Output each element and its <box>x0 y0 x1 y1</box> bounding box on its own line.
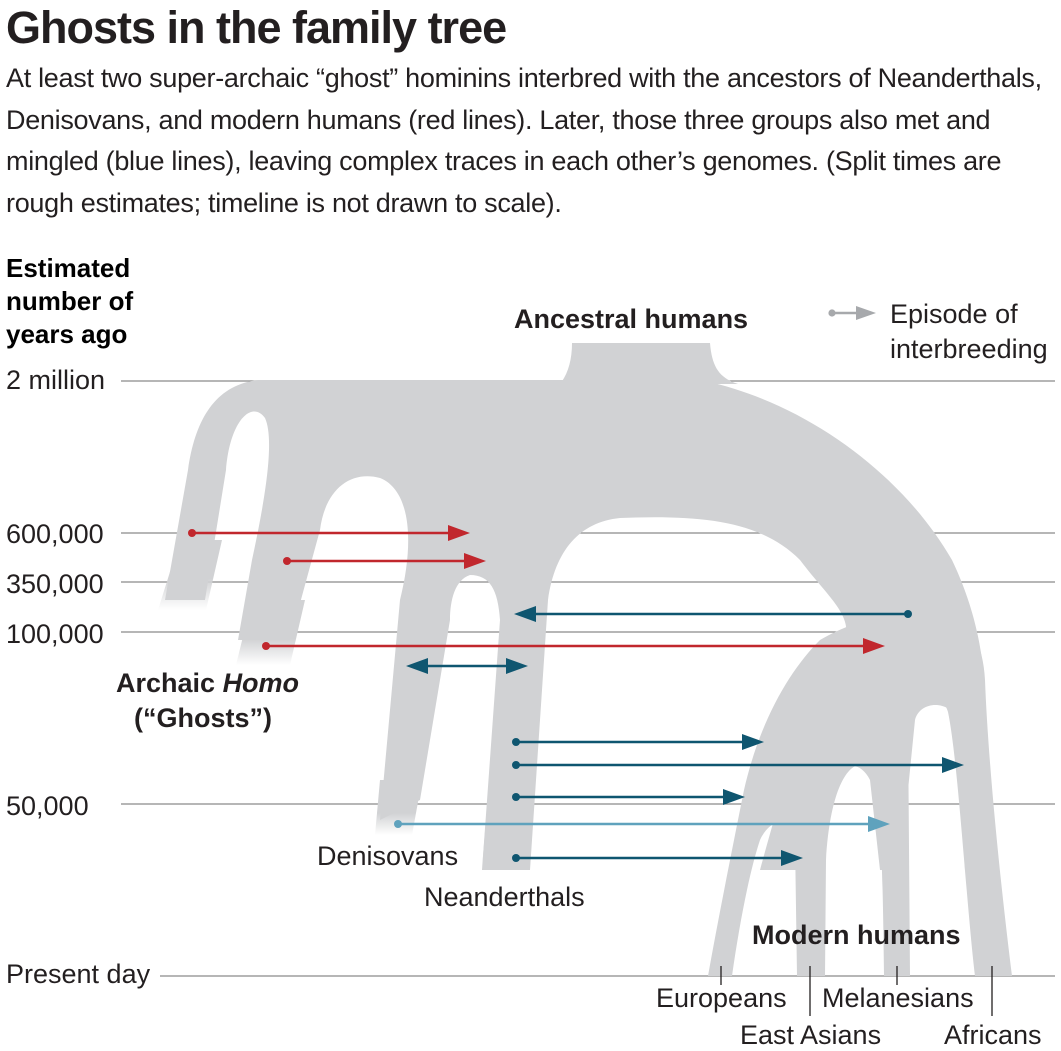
legend-label-line-2: interbreeding <box>890 334 1048 364</box>
population-leader-lines <box>720 966 993 1016</box>
arrow-ghost-to-modern <box>262 638 885 654</box>
tree-stem <box>560 343 738 384</box>
tick-label-present-day: Present day <box>6 959 151 989</box>
tick-label-350000: 350,000 <box>6 569 104 599</box>
tick-labels: 2 million 600,000 350,000 100,000 50,000… <box>6 365 151 989</box>
label-homo-word: Homo <box>223 668 300 698</box>
page-title: Ghosts in the family tree <box>6 2 507 53</box>
tick-label-50000: 50,000 <box>6 791 89 821</box>
legend-label-line-1: Episode of <box>890 299 1018 329</box>
label-melanesians: Melanesians <box>822 983 974 1013</box>
modern-human-lineage <box>708 598 1012 976</box>
arrow-ghost-to-ancestral-600k <box>188 525 470 541</box>
interbreeding-arrows <box>188 525 964 866</box>
tick-label-2-million: 2 million <box>6 365 105 395</box>
legend: Episode of interbreeding <box>828 299 1048 364</box>
arrow-neanderthal-to-africans <box>512 757 964 773</box>
page-subtitle: At least two super-archaic “ghost” homin… <box>6 63 1042 218</box>
ghost-lineage-left-fade <box>158 540 222 610</box>
tree-canopy <box>165 380 990 870</box>
label-modern-humans: Modern humans <box>752 920 961 950</box>
label-europeans: Europeans <box>656 983 787 1013</box>
arrow-neanderthal-to-east-asians <box>512 850 803 866</box>
neanderthal-branch <box>482 820 530 868</box>
label-archaic-homo: Archaic Homo <box>116 668 299 698</box>
label-ghosts: (“Ghosts”) <box>134 703 272 733</box>
label-neanderthals: Neanderthals <box>424 882 585 912</box>
arrow-denisovan-neanderthal-two-way <box>406 658 528 674</box>
tick-label-600000: 600,000 <box>6 519 104 549</box>
axis-heading: Estimated number of years ago <box>6 253 140 349</box>
arrow-neanderthal-to-europeans <box>512 734 764 750</box>
legend-arrow-icon <box>828 306 876 320</box>
axis-heading-line-2: number of <box>6 286 133 316</box>
label-archaic-word: Archaic <box>116 668 223 698</box>
denisovan-branch <box>375 780 422 835</box>
label-ancestral-humans: Ancestral humans <box>514 304 748 334</box>
axis-heading-line-3: years ago <box>6 319 127 349</box>
tick-label-100000: 100,000 <box>6 619 104 649</box>
arrow-denisovan-to-melanesians <box>394 816 890 832</box>
label-denisovans: Denisovans <box>317 841 458 871</box>
arrow-ghost-to-ancestral-500k <box>283 553 486 569</box>
tree-shape <box>158 343 1012 976</box>
label-africans: Africans <box>944 1020 1042 1050</box>
ghost-lineage-middle-fade <box>236 600 305 665</box>
arrow-neanderthal-to-modern-50k <box>512 789 745 805</box>
label-east-asians: East Asians <box>740 1020 881 1050</box>
axis-heading-line-1: Estimated <box>6 253 130 283</box>
arrow-modern-to-neanderthal <box>514 606 912 622</box>
